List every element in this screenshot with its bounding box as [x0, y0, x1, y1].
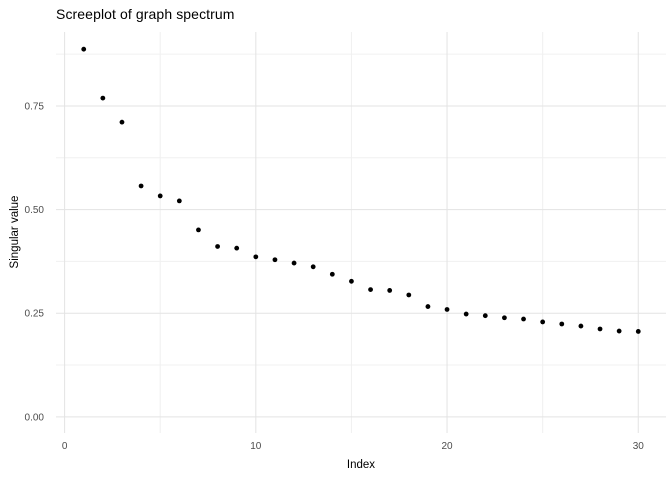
data-point [635, 329, 641, 334]
y-tick-label: 0.25 [25, 309, 45, 320]
x-tick-label: 30 [633, 441, 645, 452]
data-point [463, 311, 469, 317]
x-tick-label: 20 [441, 441, 453, 452]
x-axis-title: Index [346, 459, 376, 471]
data-point [406, 292, 412, 298]
x-tick-label: 10 [250, 441, 262, 452]
data-point [138, 183, 144, 189]
data-point [100, 95, 106, 101]
data-point [521, 316, 526, 322]
data-point [253, 254, 259, 260]
data-point [349, 278, 354, 284]
data-point [272, 257, 278, 263]
data-point [578, 323, 584, 329]
data-point [157, 193, 163, 199]
data-point [502, 315, 507, 321]
data-point [425, 304, 431, 309]
data-point [291, 260, 297, 266]
data-point [597, 326, 603, 332]
data-point [310, 264, 316, 270]
data-point [196, 227, 201, 233]
plot-title: Screeplot of graph spectrum [56, 6, 235, 22]
data-point [540, 319, 546, 325]
y-tick-label: 0.75 [25, 101, 45, 112]
data-point [119, 119, 125, 125]
y-tick-label: 0.50 [25, 205, 45, 216]
y-tick-label: 0.00 [25, 412, 45, 423]
data-point [368, 287, 373, 292]
data-point [387, 288, 393, 293]
data-point [215, 244, 220, 249]
x-tick-label: 0 [62, 441, 68, 452]
data-point [444, 307, 450, 312]
data-point [329, 271, 335, 277]
data-point [234, 245, 240, 251]
y-axis-title: Singular value [9, 195, 21, 269]
data-point [176, 198, 182, 204]
data-point [559, 321, 565, 327]
data-point [616, 328, 622, 334]
data-point [81, 46, 87, 52]
data-point [482, 313, 488, 319]
